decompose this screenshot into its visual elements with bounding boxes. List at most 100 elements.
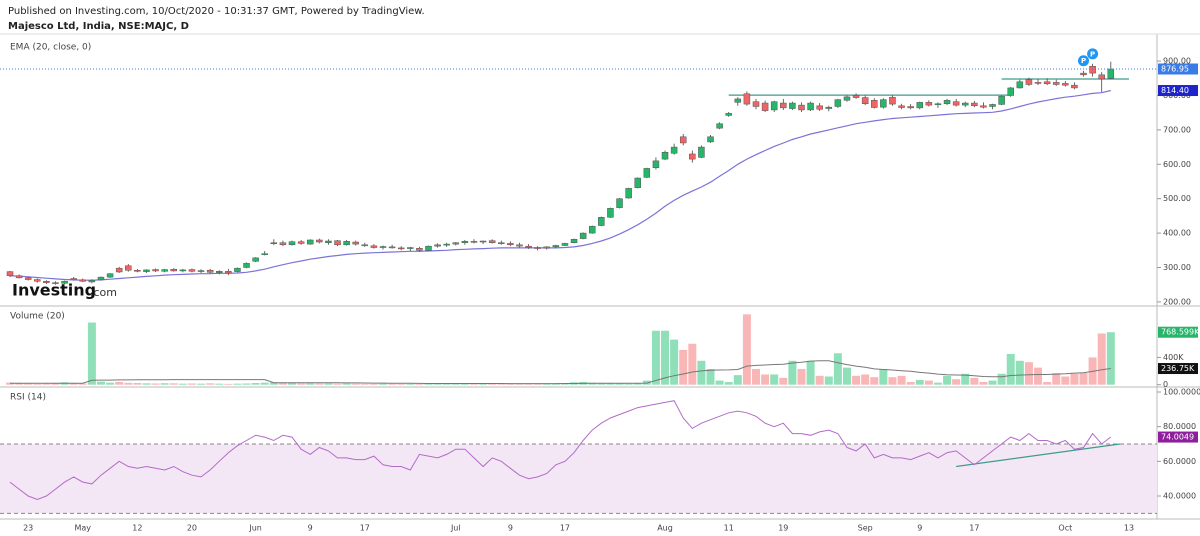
volume-bar: [215, 383, 224, 385]
candle-body: [206, 270, 214, 273]
panel-title: EMA (20, close, 0): [10, 43, 91, 53]
candle-body: [470, 241, 478, 243]
candle-body: [88, 279, 96, 283]
candle-body: [1062, 83, 1069, 86]
volume-bar: [833, 353, 842, 385]
candle-body: [552, 245, 560, 248]
candle-body: [689, 153, 696, 160]
volume-bar: [1006, 353, 1015, 385]
volume-bar: [633, 382, 642, 385]
candle-body: [461, 241, 469, 243]
candle-body: [670, 146, 678, 154]
volume-bar: [560, 383, 569, 385]
volume-bar: [69, 383, 78, 385]
candle-body: [761, 102, 769, 111]
volume-bar: [670, 339, 679, 385]
volume-bar: [524, 383, 533, 385]
candle-body: [279, 242, 287, 246]
volume-ma-last-label-box: [1158, 363, 1198, 375]
candle-body: [1034, 82, 1042, 84]
candle-body: [334, 240, 341, 246]
volume-bar: [42, 383, 51, 385]
event-marker: [1087, 48, 1099, 60]
candle-body: [816, 105, 823, 110]
candle-body: [643, 168, 651, 178]
x-tick-label: 9: [917, 524, 922, 533]
volume-bar: [415, 384, 424, 385]
x-tick-label: May: [75, 524, 92, 533]
candle-body: [61, 281, 68, 284]
candle-body: [270, 242, 278, 244]
candle-body: [1089, 65, 1096, 74]
volume-bar: [1052, 373, 1061, 385]
volume-bar: [842, 367, 851, 385]
candle-body: [252, 257, 259, 262]
volume-bar: [761, 374, 770, 385]
candle-body: [843, 96, 851, 101]
ema-line: [9, 89, 1111, 281]
volume-bar: [1070, 373, 1079, 385]
volume-bar: [169, 383, 178, 385]
ema-last-label: 814.40: [1161, 86, 1189, 95]
candle-body: [898, 105, 905, 108]
volume-bar: [224, 383, 233, 385]
volume-bar: [733, 375, 742, 385]
x-tick-label: Aug: [657, 524, 673, 533]
candle-body: [1025, 79, 1033, 85]
volume-bar: [961, 373, 970, 385]
candle-body: [570, 239, 578, 243]
x-tick-label: Oct: [1058, 524, 1072, 533]
x-tick-label: 12: [132, 524, 142, 533]
candle-body: [780, 102, 787, 109]
candle-body: [1098, 74, 1105, 80]
y-tick-label: 0: [1163, 380, 1168, 389]
candle-body: [234, 267, 241, 272]
candle-body: [507, 243, 514, 246]
candle-body: [161, 269, 168, 272]
volume-bar: [724, 381, 733, 385]
candle-body: [1052, 82, 1060, 85]
candle-body: [288, 241, 296, 246]
volume-ma-line: [10, 360, 1111, 385]
volume-bar: [187, 383, 196, 385]
volume-bar: [1043, 381, 1052, 385]
x-tick-label: Jun: [248, 524, 262, 533]
volume-bar: [251, 382, 260, 385]
candle-body: [170, 268, 178, 272]
rsi-last-label: 74.0049: [1161, 433, 1194, 442]
volume-bar: [979, 381, 988, 385]
volume-bar: [933, 382, 942, 385]
candle-body: [407, 247, 414, 249]
volume-bar: [397, 384, 406, 385]
volume-last-label: 768.599K: [1161, 328, 1200, 337]
volume-bar: [861, 374, 870, 385]
volume-ma-last-label: 236.75K: [1161, 364, 1195, 373]
x-tick-label: 17: [560, 524, 570, 533]
x-tick-label: 9: [508, 524, 513, 533]
candle-body: [325, 240, 332, 243]
y-tick-label: 600.00: [1163, 160, 1191, 169]
volume-bar: [96, 381, 105, 385]
volume-bar: [206, 383, 215, 385]
candle-body: [534, 247, 541, 249]
volume-bar: [1024, 362, 1033, 385]
candle-body: [434, 244, 441, 247]
y-tick-label: 300.00: [1163, 263, 1191, 272]
volume-bar: [451, 383, 460, 385]
volume-bar: [797, 368, 806, 385]
candle-body: [1007, 87, 1014, 96]
candle-body: [989, 104, 996, 107]
volume-bar: [133, 382, 142, 385]
volume-bar: [406, 383, 415, 385]
candle-body: [297, 241, 305, 244]
volume-bar: [360, 383, 369, 385]
candle-body: [698, 146, 705, 158]
volume-bar: [752, 368, 760, 385]
volume-bar: [151, 383, 160, 385]
candle-body: [998, 95, 1005, 105]
candle-body: [961, 102, 969, 106]
candle-body: [498, 242, 505, 244]
volume-bar: [379, 383, 387, 385]
candle-body: [388, 246, 396, 249]
